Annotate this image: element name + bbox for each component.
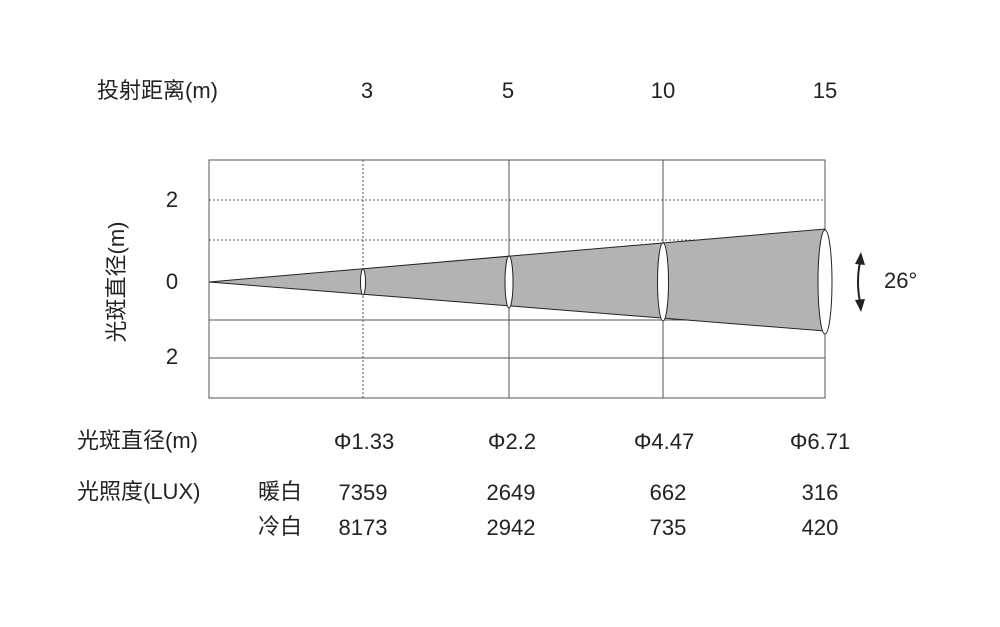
distance: 15	[813, 78, 837, 103]
spot-diameter-label: 光斑直径(m)	[77, 428, 198, 453]
arrow-head	[855, 299, 865, 312]
spot-diameter: Φ6.71	[790, 429, 850, 454]
beam-angle: 26°	[884, 268, 917, 293]
illuminance-value: 420	[802, 515, 839, 540]
distance: 3	[361, 78, 373, 103]
illuminance-value: 2649	[487, 480, 536, 505]
y-tick-label: 0	[166, 269, 178, 294]
illuminance-label: 光照度(LUX)	[77, 479, 200, 504]
illuminance-value: 2942	[487, 515, 536, 540]
row-name: 暖白	[258, 479, 302, 504]
beam-section	[504, 255, 514, 309]
spot-diameter: Φ1.33	[334, 429, 394, 454]
spot-diameter: Φ4.47	[634, 429, 694, 454]
illuminance-value: 8173	[339, 515, 388, 540]
spot-diameter: Φ2.2	[488, 429, 536, 454]
y-tick-label: 2	[166, 344, 178, 369]
distance-label: 投射距离(m)	[97, 78, 218, 103]
beam-section	[817, 229, 833, 335]
distance: 5	[502, 78, 514, 103]
y-axis-label: 光斑直径(m)	[104, 222, 129, 343]
illuminance-value: 662	[650, 480, 687, 505]
row-name: 冷白	[258, 514, 302, 539]
illuminance-value: 7359	[339, 480, 388, 505]
y-tick-label: 2	[166, 187, 178, 212]
beam-section	[657, 242, 669, 322]
beam-section	[360, 268, 366, 296]
arrow-head	[855, 252, 865, 265]
angle-arrow	[855, 252, 865, 312]
arrow-curve	[857, 261, 861, 303]
distance: 10	[651, 78, 675, 103]
illuminance-value: 316	[802, 480, 839, 505]
illuminance-value: 735	[650, 515, 687, 540]
